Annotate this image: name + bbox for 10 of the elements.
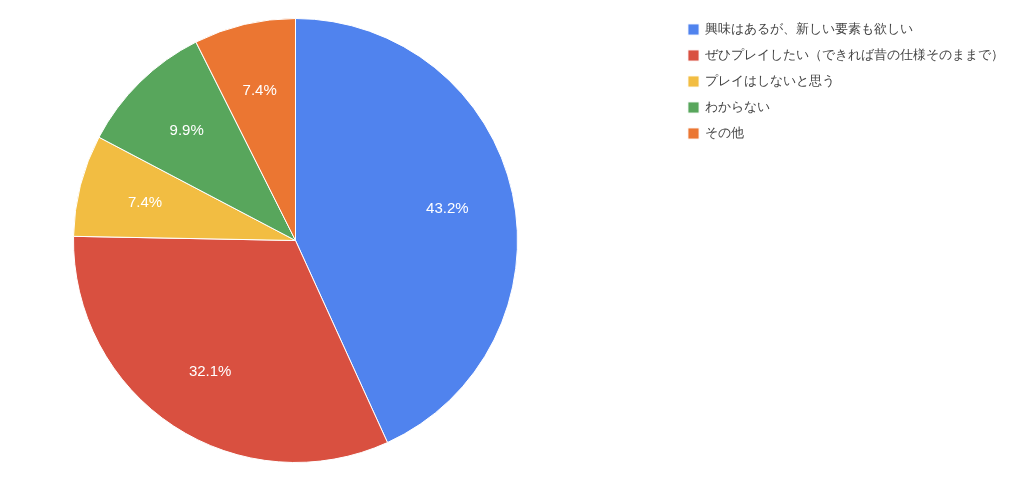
legend-label: ぜひプレイしたい（できれば昔の仕様そのままで） — [705, 46, 1004, 64]
legend-label: 興味はあるが、新しい要素も欲しい — [705, 20, 913, 38]
data-label: 7.4% — [127, 193, 163, 211]
legend-label: その他 — [705, 124, 744, 142]
legend-label: プレイはしないと思う — [705, 72, 835, 90]
data-label: 7.4% — [242, 80, 277, 98]
data-label: 9.9% — [169, 121, 204, 139]
legend-label: わからない — [705, 98, 770, 116]
data-label: 43.2% — [426, 199, 469, 217]
data-label: 32.1% — [188, 361, 232, 379]
